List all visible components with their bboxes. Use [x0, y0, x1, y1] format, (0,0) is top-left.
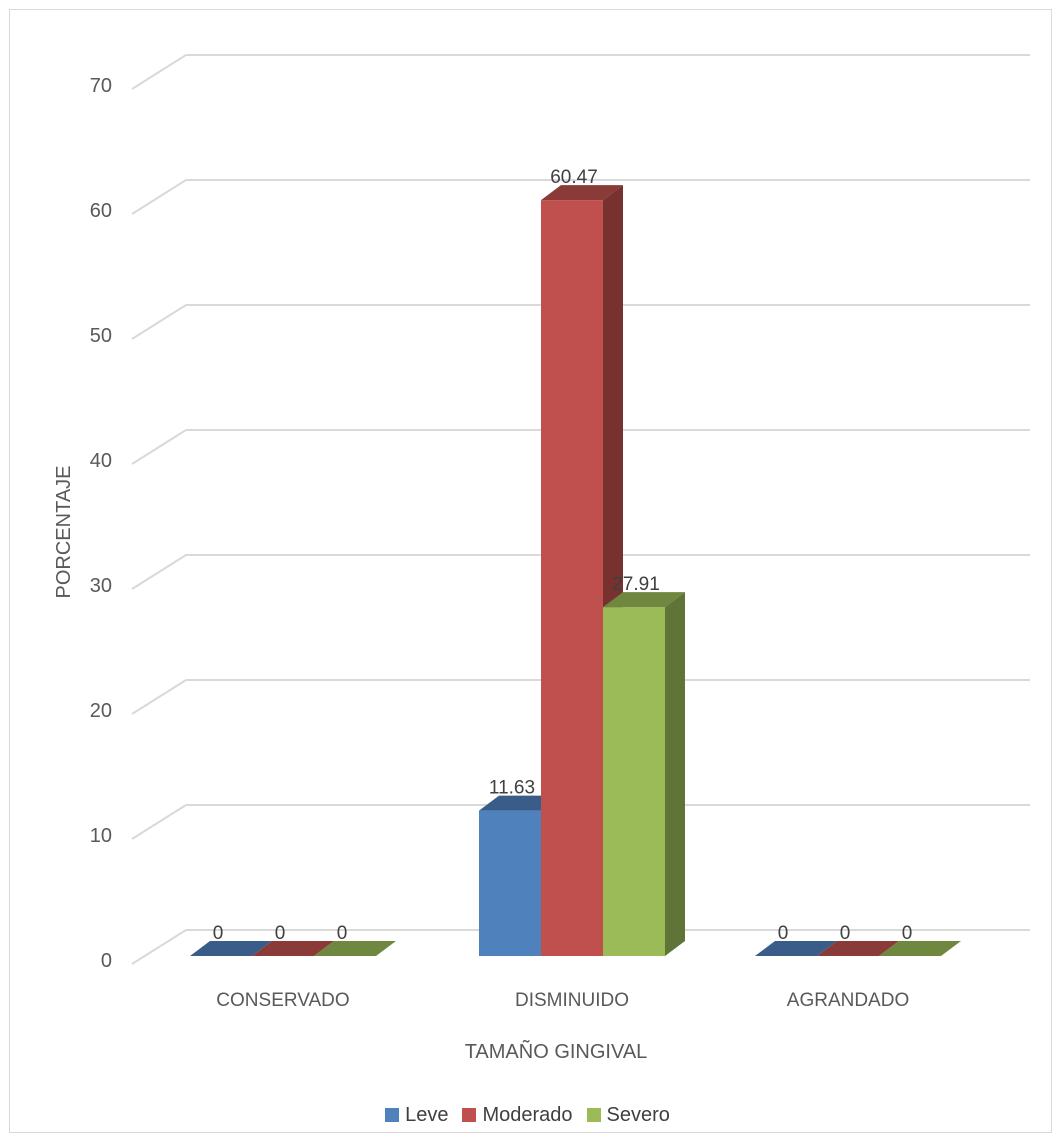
data-label: 11.63	[489, 778, 535, 799]
legend-swatch-moderado	[462, 1108, 477, 1122]
gridline-depth	[131, 929, 187, 965]
bar-top-moderado	[541, 185, 623, 201]
gridline-depth	[131, 679, 187, 715]
data-label: 0	[213, 923, 224, 944]
bar-side-severo	[665, 592, 685, 956]
legend-item-leve: Leve	[385, 1104, 448, 1127]
legend-item-severo: Severo	[586, 1103, 670, 1127]
y-tick-label: 70	[90, 75, 112, 97]
y-tick-label: 0	[101, 950, 112, 972]
gridline-depth	[131, 304, 187, 340]
y-tick-label: 50	[90, 325, 112, 347]
gridline-depth	[131, 429, 187, 465]
bar-top-severo	[879, 941, 961, 956]
y-tick-label: 30	[90, 575, 112, 597]
data-label: 0	[840, 923, 851, 944]
y-tick-label: 20	[90, 700, 112, 722]
legend-swatch-severo	[586, 1108, 601, 1122]
y-tick-label: 40	[90, 450, 112, 472]
data-label: 0	[902, 923, 913, 944]
gridline-depth	[131, 54, 187, 90]
bar-top-severo	[314, 941, 396, 956]
bar-top-moderado	[817, 941, 899, 956]
x-tick-label: DISMINUIDO	[515, 990, 629, 1011]
bar-moderado	[541, 200, 603, 956]
legend-swatch-leve	[385, 1108, 400, 1122]
bar-severo	[603, 607, 665, 956]
x-tick-label: CONSERVADO	[216, 990, 349, 1011]
y-tick-label: 60	[90, 200, 112, 222]
data-label: 60.47	[550, 167, 598, 188]
legend: Leve Moderado Severo	[0, 1100, 1055, 1130]
gridline-depth	[131, 179, 187, 215]
bars	[190, 185, 961, 956]
gridline-depth	[131, 804, 187, 840]
bar-top-leve	[755, 941, 837, 956]
labels: 0 10 20 30 40 50 60 70 0 0 0 CONSERVADO 11.63 60.47 27…	[90, 75, 913, 1011]
legend-label-severo: Severo	[606, 1103, 670, 1126]
legend-label-leve: Leve	[405, 1103, 449, 1126]
bar-top-leve	[479, 795, 561, 811]
x-axis-title: TAMAÑO GINGIVAL	[465, 1039, 648, 1063]
legend-item-moderado: Moderado	[462, 1103, 573, 1127]
data-label: 0	[275, 923, 286, 944]
y-axis-title: PORCENTAJE	[53, 466, 75, 599]
data-label: 0	[337, 923, 348, 944]
gridline-depth	[131, 554, 187, 590]
bar-leve	[479, 810, 541, 956]
legend-label-moderado: Moderado	[482, 1103, 573, 1126]
data-label: 0	[778, 923, 789, 944]
bar-top-severo	[603, 592, 685, 608]
bar-top-moderado	[252, 941, 334, 956]
bar-top-leve	[190, 941, 272, 956]
x-tick-label: AGRANDADO	[787, 990, 909, 1011]
data-label: 27.91	[612, 574, 660, 595]
y-tick-label: 10	[90, 825, 112, 847]
